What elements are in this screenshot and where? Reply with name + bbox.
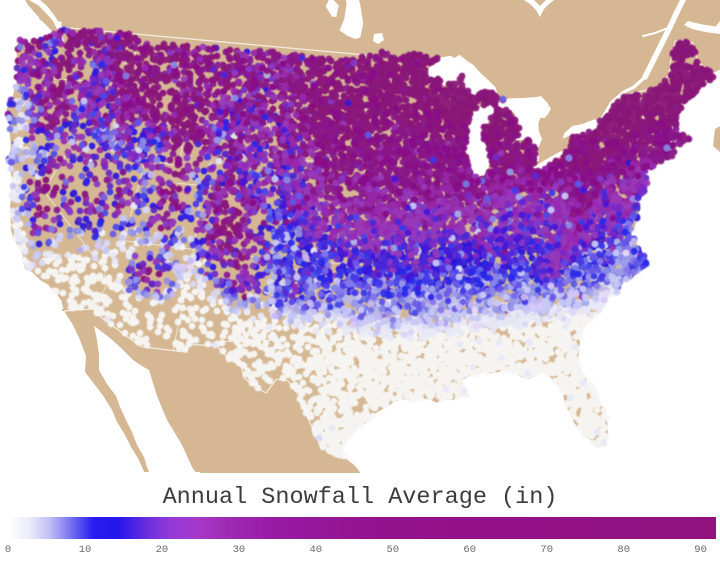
svg-text:50: 50 [386,544,399,556]
svg-text:90: 90 [694,544,707,556]
svg-text:0: 0 [5,544,11,556]
svg-text:70: 70 [540,544,553,556]
svg-text:Annual Snowfall Average (in): Annual Snowfall Average (in) [163,484,558,511]
svg-text:80: 80 [617,544,630,556]
svg-text:20: 20 [156,544,169,556]
svg-text:30: 30 [233,544,246,556]
svg-text:10: 10 [79,544,92,556]
svg-text:40: 40 [309,544,322,556]
svg-text:60: 60 [463,544,476,556]
